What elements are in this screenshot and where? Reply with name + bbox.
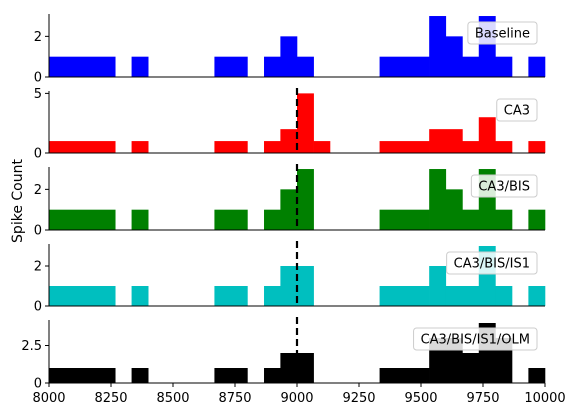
y-tick-label: 2.5 (21, 339, 42, 354)
x-tick-label: 9750 (466, 391, 499, 406)
histogram-bar (214, 141, 248, 153)
histogram-bar (528, 368, 546, 383)
histogram-bar (462, 141, 480, 153)
histogram-bar (264, 368, 281, 383)
histogram-bar (379, 209, 430, 230)
histogram-bar (214, 56, 248, 77)
histogram-bar (429, 16, 447, 78)
histogram-bar (49, 368, 116, 383)
y-tick-label: 2 (34, 30, 42, 45)
legend-box (467, 21, 538, 45)
panel-2: 0 5 CA3 (34, 87, 546, 162)
histogram-bar (495, 209, 513, 230)
x-tick-label: 9500 (404, 391, 437, 406)
y-tick-label: 2 (34, 260, 42, 275)
histogram-bar (429, 169, 447, 230)
histogram-bar (131, 56, 149, 77)
histogram-bar (214, 286, 248, 306)
x-tick-label: 9000 (280, 391, 313, 406)
histogram-bar (49, 286, 116, 306)
y-tick-label: 2 (34, 183, 42, 198)
legend: Baseline (467, 21, 538, 45)
histogram-bar (49, 56, 116, 77)
histogram-bar (131, 286, 149, 306)
x-tick-label: 8750 (218, 391, 251, 406)
histogram-bar (429, 266, 447, 306)
histogram-bar (280, 189, 298, 230)
legend: CA3/BIS/IS1/OLM (413, 327, 538, 351)
panel-5: 0 2.5 CA3/BIS/IS1/OLM (21, 317, 546, 392)
legend-label: CA3/BIS/IS1 (454, 257, 530, 272)
x-axis: 8000 8250 8500 8750 9000 9250 9500 9750 10000 (32, 383, 566, 406)
histogram-bar (264, 141, 281, 153)
panel-1: 0 2 Baseline (34, 14, 546, 86)
x-tick-label: 8500 (156, 391, 189, 406)
histogram-bar (49, 209, 116, 230)
histogram-bar (131, 368, 149, 383)
histogram-bar (528, 56, 546, 77)
histogram-bar (445, 286, 463, 306)
histogram-bar (214, 368, 248, 383)
y-tick-label: 5 (34, 87, 42, 102)
histogram-bar (528, 141, 546, 153)
panel-3: 0 2 CA3/BIS (34, 164, 546, 239)
panel-4: 0 2 CA3/BIS/IS1 (34, 241, 546, 315)
histogram-bar (462, 56, 480, 77)
histogram-bar (379, 56, 430, 77)
histogram-bar (297, 169, 314, 230)
histogram-bar (313, 141, 331, 153)
histogram-bar (528, 209, 546, 230)
x-tick-label: 10000 (524, 391, 565, 406)
x-tick-label: 8250 (94, 391, 127, 406)
x-tick-label: 9250 (342, 391, 375, 406)
histogram-bar (264, 286, 281, 306)
histogram-bar (462, 209, 480, 230)
x-tick-label: 8000 (32, 391, 65, 406)
y-tick-label: 0 (34, 71, 42, 86)
legend-box (470, 174, 538, 198)
y-tick-label: 0 (34, 224, 42, 239)
histogram-bar (297, 56, 314, 77)
histogram-bar (264, 56, 281, 77)
histogram-bar (478, 117, 496, 153)
histogram-bar (379, 141, 430, 153)
histogram-bar (495, 56, 513, 77)
histogram-bar (297, 93, 314, 153)
histogram-bar (528, 286, 546, 306)
histogram-bar (445, 189, 463, 230)
y-tick-label: 0 (34, 147, 42, 162)
legend: CA3/BIS (470, 174, 538, 198)
y-axis-label: Spike Count (10, 159, 26, 243)
legend-label: CA3/BIS (478, 180, 530, 195)
legend-label: Baseline (475, 27, 530, 42)
histogram-bar (214, 209, 248, 230)
legend-box (413, 327, 538, 351)
histogram-bar (445, 36, 463, 77)
histogram-bar (462, 353, 480, 383)
histogram-bar (264, 209, 281, 230)
histogram-bar (429, 129, 463, 153)
histogram-bar (131, 141, 149, 153)
legend-box (496, 98, 538, 122)
histogram-bar (280, 129, 298, 153)
legend-label: CA3/BIS/IS1/OLM (421, 333, 530, 348)
histogram-bar (495, 141, 513, 153)
histogram-bar (280, 36, 298, 77)
y-tick-label: 0 (34, 300, 42, 315)
histogram-bar (49, 141, 116, 153)
histogram-bar (495, 286, 513, 306)
legend-label: CA3 (504, 104, 530, 119)
legend: CA3/BIS/IS1 (446, 251, 538, 275)
y-tick-label: 0 (34, 377, 42, 392)
legend-box (446, 251, 538, 275)
legend: CA3 (496, 98, 538, 122)
histogram-bar (379, 286, 430, 306)
histogram-bar (379, 368, 430, 383)
histogram-bar (131, 209, 149, 230)
histogram-bar (462, 286, 480, 306)
